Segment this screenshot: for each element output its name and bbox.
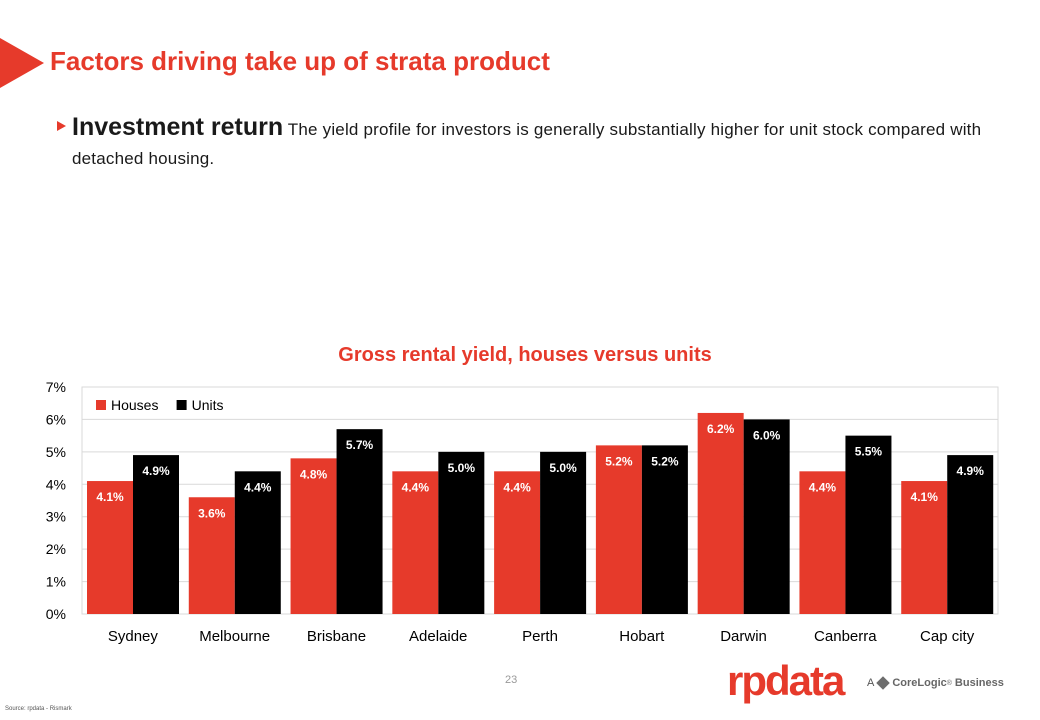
x-tick-label: Perth (522, 628, 558, 645)
corelogic-prefix: A (867, 677, 875, 689)
y-tick-label: 6% (46, 411, 66, 427)
y-tick-label: 3% (46, 509, 66, 525)
bullet-body: The yield profile for investors is gener… (72, 120, 982, 168)
bar-houses (697, 412, 744, 614)
bar-houses (392, 471, 439, 614)
bar-units (743, 419, 790, 614)
bar-houses (290, 458, 337, 614)
page-number: 23 (505, 674, 518, 686)
x-tick-label: Darwin (720, 628, 767, 645)
bar-units (234, 471, 281, 614)
bar-units (845, 435, 892, 614)
bar-units (641, 445, 688, 614)
bar-houses (595, 445, 642, 614)
y-tick-label: 4% (46, 476, 66, 492)
data-label: 4.1% (911, 490, 939, 504)
x-tick-label: Brisbane (307, 628, 366, 645)
data-label: 5.5% (855, 445, 883, 459)
data-label: 4.1% (96, 490, 124, 504)
bar-units (133, 455, 179, 614)
source-note: Source: rpdata - Rismark (5, 706, 72, 712)
corelogic-cube-icon (876, 676, 891, 690)
data-label: 4.4% (503, 480, 531, 494)
rpdata-logo: rpdata (727, 657, 845, 704)
data-label: 4.4% (809, 480, 837, 494)
bar-houses (87, 481, 133, 614)
data-label: 5.2% (605, 454, 633, 468)
corelogic-mark: ® (946, 679, 952, 687)
bullet-heading: Investment return (72, 113, 284, 141)
x-tick-label: Melbourne (199, 628, 270, 645)
y-tick-label: 5% (46, 444, 66, 460)
data-label: 4.4% (402, 480, 430, 494)
data-label: 4.8% (300, 467, 328, 481)
data-label: 4.9% (957, 464, 985, 478)
x-tick-label: Canberra (814, 628, 877, 645)
bar-chart: 0% 1% 2% 3% 4% 5% 6% 7% 4.1% 4.9% Sydney 3.6% 4.4% Me… (46, 379, 999, 645)
corelogic-name: CoreLogic (892, 677, 947, 689)
data-label: 5.7% (346, 438, 374, 452)
x-tick-label: Adelaide (409, 628, 467, 645)
bar-houses (799, 471, 846, 614)
corelogic-suffix: Business (954, 677, 1004, 689)
y-tick-label: 0% (46, 606, 66, 622)
data-label: 3.6% (198, 506, 226, 520)
bar-houses (901, 481, 948, 614)
data-label: 4.9% (142, 464, 170, 478)
legend-label-houses: Houses (111, 397, 158, 413)
data-label: 6.2% (707, 422, 735, 436)
data-label: 6.0% (753, 428, 781, 442)
bar-units (336, 429, 383, 614)
y-tick-label: 7% (46, 379, 66, 395)
data-label: 4.4% (244, 480, 272, 494)
y-tick-label: 1% (46, 574, 66, 590)
bar-houses (494, 471, 541, 614)
bullet-triangle-icon (57, 121, 66, 131)
legend-swatch-houses (96, 400, 106, 410)
data-label: 5.0% (549, 461, 577, 475)
legend-label-units: Units (192, 397, 224, 413)
y-tick-label: 2% (46, 541, 66, 557)
data-label: 5.0% (448, 461, 476, 475)
x-tick-label: Hobart (619, 628, 665, 645)
title-arrow-icon (0, 38, 44, 88)
corelogic-badge: A CoreLogic ® Business (867, 676, 1004, 690)
x-tick-label: Cap city (920, 628, 975, 645)
bar-units (947, 455, 994, 614)
legend-swatch-units (176, 400, 187, 410)
bullet-text: Investment return The yield profile for … (72, 113, 1017, 173)
chart-title: Gross rental yield, houses versus units (338, 344, 712, 366)
bar-units (438, 451, 485, 614)
data-label: 5.2% (651, 454, 679, 468)
bar-houses (188, 497, 235, 614)
page-title: Factors driving take up of strata produc… (50, 46, 550, 76)
x-tick-label: Sydney (108, 628, 159, 645)
bar-units (540, 451, 587, 614)
